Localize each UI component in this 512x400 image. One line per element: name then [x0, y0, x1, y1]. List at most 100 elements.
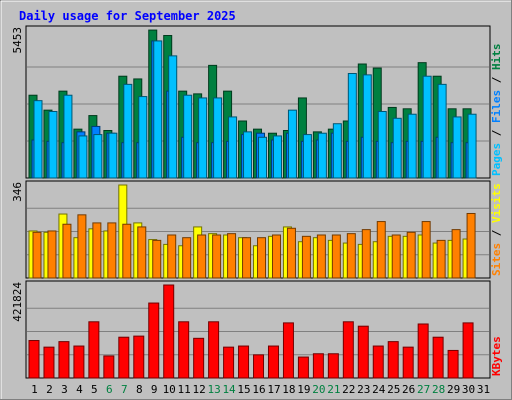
bar-kbytes-day-28: [432, 336, 444, 379]
x-tick-label-day-5: 5: [91, 383, 98, 396]
legend-kbytes: KBytes: [490, 336, 503, 376]
bar-sites-day-26: [406, 231, 416, 279]
bar-kbytes-day-22: [342, 321, 354, 379]
bar-pages-day-25-fill: [392, 117, 402, 179]
bar-sites-day-22-fill: [346, 233, 356, 279]
bar-pages-day-30-fill: [467, 113, 477, 179]
bar-sites-day-12-fill: [197, 234, 207, 279]
bar-kbytes-day-2: [43, 346, 55, 379]
bar-sites-day-13-fill: [212, 234, 222, 279]
x-tick-label-day-16: 16: [252, 383, 265, 396]
bar-kbytes-day-19-fill: [297, 356, 309, 379]
bar-kbytes-day-16-fill: [253, 354, 265, 379]
bar-pages-day-10: [168, 55, 178, 179]
x-tick-label-day-22: 22: [342, 383, 355, 396]
x-tick-label-day-8: 8: [136, 383, 143, 396]
bar-sites-day-11: [182, 237, 192, 279]
bar-kbytes-day-13-fill: [208, 321, 220, 379]
bar-kbytes-day-8: [133, 335, 145, 379]
legend-pages: Pages: [490, 143, 503, 176]
x-tick-label-day-19: 19: [297, 383, 310, 396]
x-tick-label-day-4: 4: [76, 383, 83, 396]
x-tick-label-day-3: 3: [61, 383, 68, 396]
bar-pages-day-8-fill: [138, 96, 148, 179]
bar-kbytes-day-24: [372, 345, 384, 379]
x-tick-label-day-14: 14: [222, 383, 236, 396]
bar-pages-day-9-fill: [153, 40, 163, 179]
bar-pages-day-2: [48, 111, 58, 179]
bar-kbytes-day-5: [88, 321, 100, 379]
bar-sites-day-12: [197, 234, 207, 279]
bar-pages-day-20-fill: [317, 132, 327, 179]
bar-kbytes-day-7: [118, 336, 130, 379]
bar-kbytes-day-6: [103, 355, 115, 379]
bar-pages-day-17-fill: [272, 135, 282, 179]
bar-sites-day-8-fill: [137, 226, 147, 279]
bar-pages-day-7: [123, 83, 133, 179]
bar-kbytes-day-23-fill: [357, 325, 369, 379]
bar-sites-day-17: [271, 234, 281, 279]
bar-pages-day-26: [407, 113, 417, 179]
bar-sites-day-5: [92, 222, 102, 279]
bar-sites-day-30: [466, 212, 476, 279]
bar-sites-day-9: [152, 239, 162, 279]
bar-kbytes-day-27-fill: [417, 323, 429, 379]
bar-pages-day-18: [287, 109, 297, 179]
bar-pages-day-23: [362, 74, 372, 179]
bar-sites-day-16: [257, 237, 267, 279]
bar-sites-day-7-fill: [122, 223, 132, 279]
bar-pages-day-24: [377, 111, 387, 179]
bar-kbytes-day-11: [178, 321, 190, 379]
bar-kbytes-day-24-fill: [372, 345, 384, 379]
bar-sites-day-10: [167, 234, 177, 279]
bar-pages-day-16-fill: [258, 136, 268, 179]
legend-files: Files: [490, 90, 503, 123]
chart-title: Daily usage for September 2025: [19, 9, 236, 23]
bar-pages-day-24-fill: [377, 111, 387, 179]
bar-pages-day-21-fill: [332, 123, 342, 179]
bar-kbytes-day-26-fill: [402, 346, 414, 379]
bar-pages-day-16: [258, 136, 268, 179]
bar-sites-day-14-fill: [227, 233, 237, 279]
bar-pages-day-8: [138, 96, 148, 179]
bar-pages-day-4: [78, 135, 88, 179]
bar-pages-day-28-fill: [437, 83, 447, 179]
panel-kbytes: 421824 KBytes: [11, 280, 503, 379]
x-tick-label-day-26: 26: [402, 383, 415, 396]
bar-pages-day-3-fill: [63, 94, 73, 179]
x-tick-label-day-2: 2: [46, 383, 53, 396]
bar-sites-day-9-fill: [152, 239, 162, 279]
bar-pages-day-22: [347, 73, 357, 179]
bar-sites-day-6-fill: [107, 222, 117, 279]
bar-sites-day-8: [137, 226, 147, 279]
bar-pages-day-23-fill: [362, 74, 372, 179]
bar-pages-day-13: [213, 97, 223, 179]
bar-kbytes-day-7-fill: [118, 336, 130, 379]
bar-pages-day-1: [33, 100, 43, 179]
x-tick-label-day-29: 29: [447, 383, 460, 396]
bar-kbytes-day-17: [267, 345, 279, 379]
bar-sites-day-4-fill: [77, 214, 87, 279]
bar-kbytes-day-19: [297, 356, 309, 379]
bar-sites-day-1-fill: [32, 231, 42, 279]
bar-sites-day-15-fill: [242, 237, 252, 279]
bar-sites-day-10-fill: [167, 234, 177, 279]
legend-sep: /: [490, 223, 503, 243]
legend-sep: /: [490, 70, 503, 90]
bar-pages-day-29-fill: [452, 116, 462, 179]
bar-pages-day-12: [198, 97, 208, 179]
x-tick-label-day-18: 18: [282, 383, 295, 396]
bar-pages-day-5: [93, 134, 103, 179]
x-tick-label-day-9: 9: [151, 383, 158, 396]
legend-kbytes: KBytes: [490, 336, 503, 376]
bar-sites-day-14: [227, 233, 237, 279]
x-tick-label-day-11: 11: [178, 383, 191, 396]
bar-sites-day-30-fill: [466, 212, 476, 279]
bar-kbytes-day-16: [253, 354, 265, 379]
bar-kbytes-day-21-fill: [327, 353, 339, 379]
panel-hits_files_pages: 5453 Pages / Files / Hits: [11, 25, 503, 179]
bar-sites-day-20-fill: [316, 234, 326, 279]
x-tick-label-day-24: 24: [372, 383, 386, 396]
bar-pages-day-25: [392, 117, 402, 179]
bar-kbytes-day-30: [462, 322, 474, 379]
